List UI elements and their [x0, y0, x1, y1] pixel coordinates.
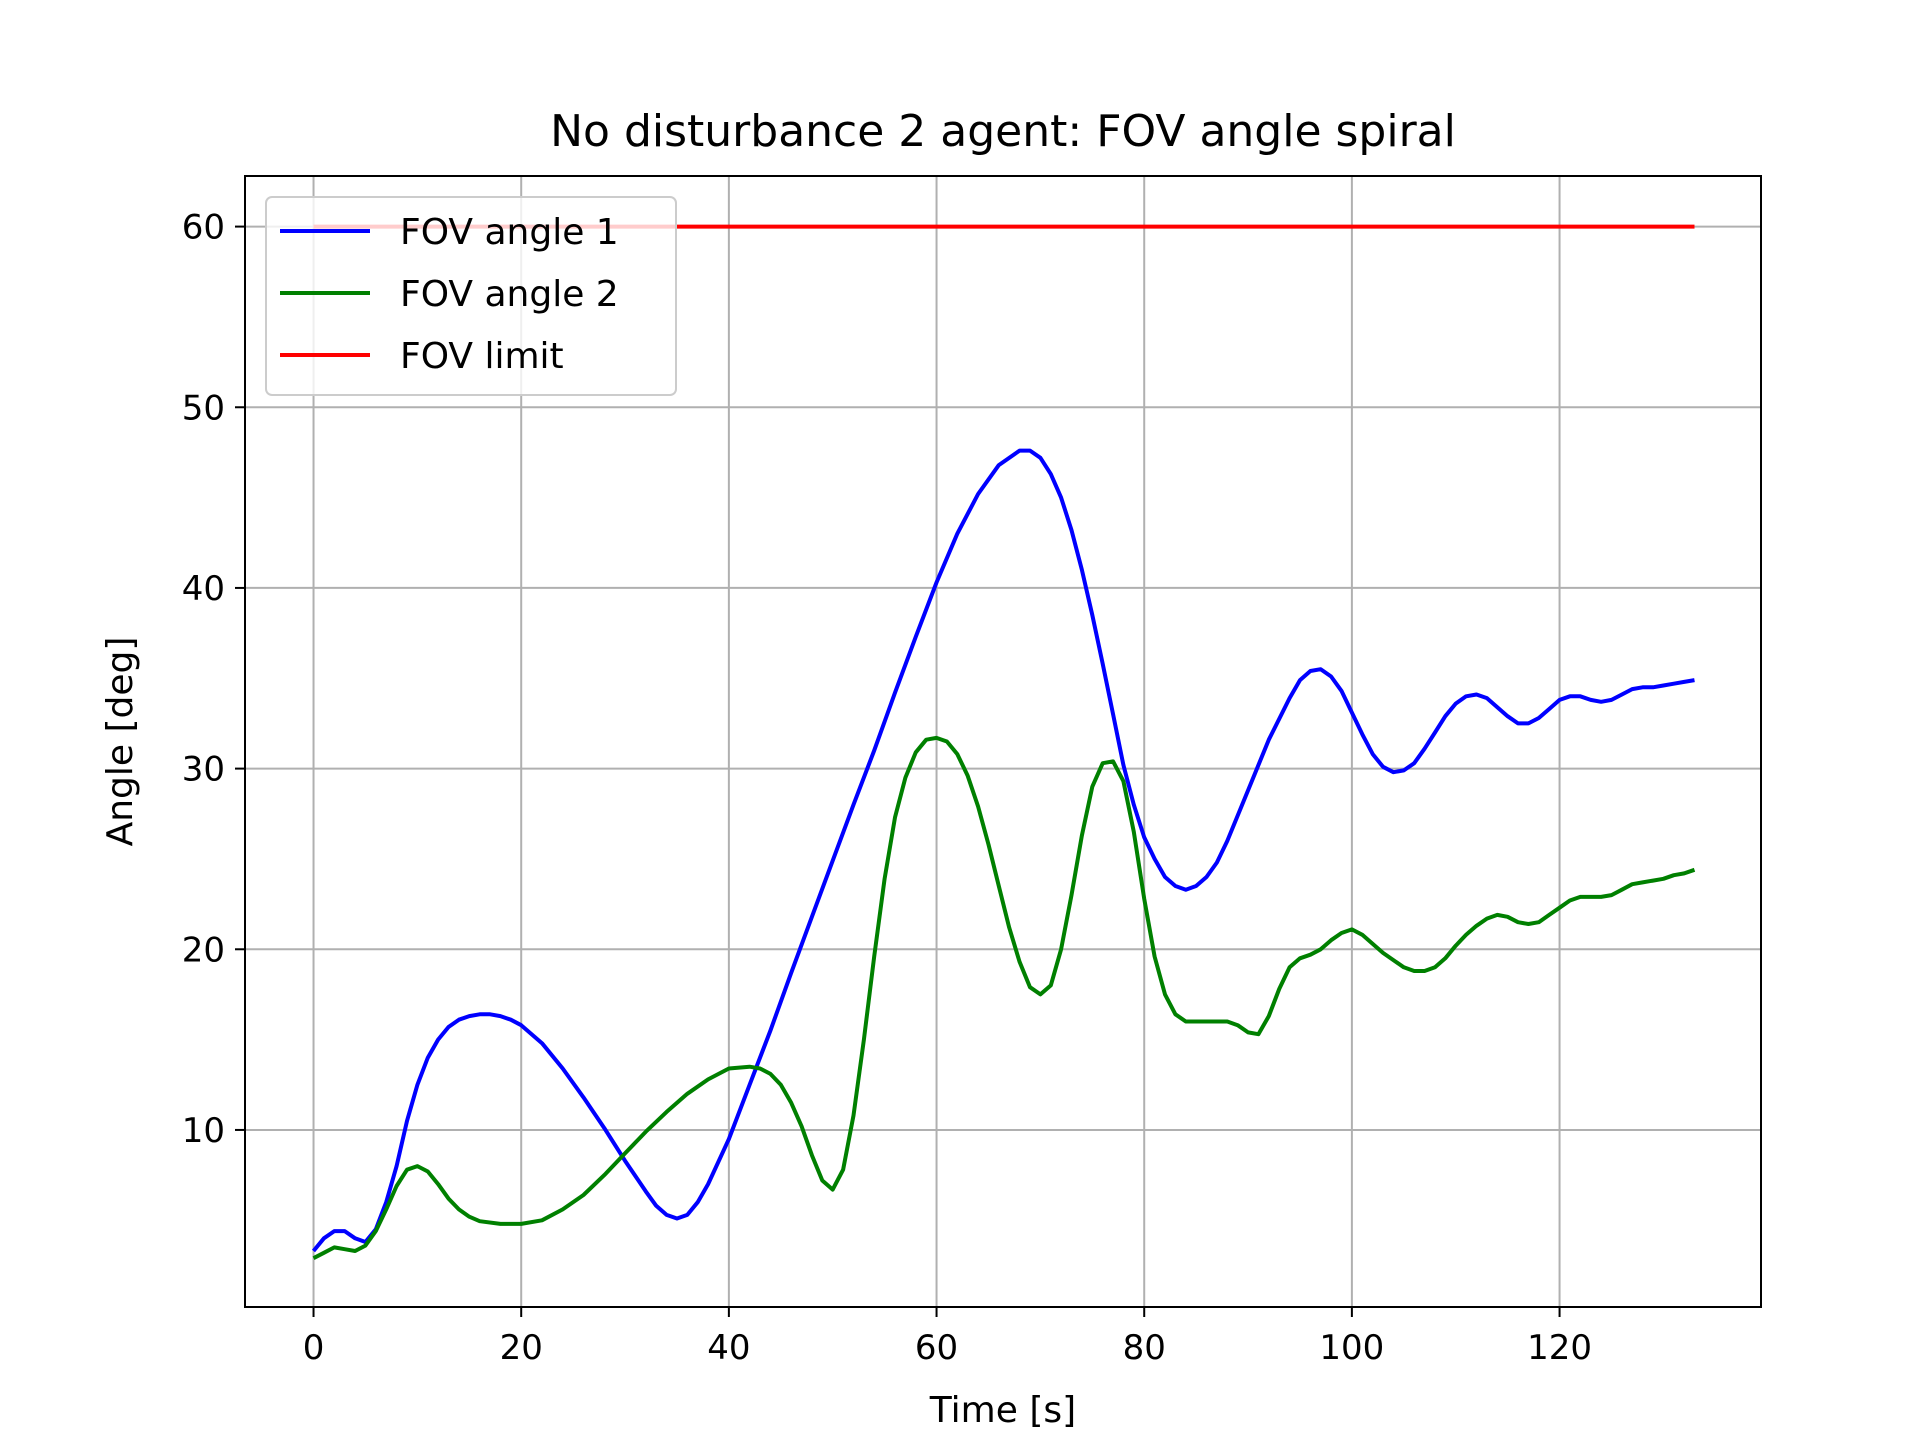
legend: FOV angle 1 FOV angle 2 FOV limit — [265, 196, 677, 396]
x-axis-label: Time [s] — [929, 1390, 1076, 1431]
axis-ticks: 0 20 40 60 80 100 120 10 20 30 40 50 60 — [182, 208, 1592, 1368]
chart-title: No disturbance 2 agent: FOV angle spiral — [550, 106, 1456, 157]
legend-label: FOV angle 1 — [400, 212, 619, 253]
x-tick-label: 0 — [303, 1328, 325, 1368]
x-tick-label: 100 — [1319, 1328, 1384, 1368]
x-tick-label: 120 — [1527, 1328, 1592, 1368]
legend-label: FOV angle 2 — [400, 274, 619, 315]
series-line-fov-angle-1 — [311, 448, 1695, 1253]
y-tick-label: 40 — [182, 569, 225, 609]
y-tick-label: 20 — [182, 930, 225, 970]
y-tick-label: 50 — [182, 388, 225, 428]
x-tick-label: 20 — [500, 1328, 543, 1368]
legend-box — [265, 196, 677, 396]
y-axis-label: Angle [deg] — [100, 637, 141, 847]
x-tick-label: 80 — [1123, 1328, 1166, 1368]
grid — [245, 176, 1761, 1307]
series-line-fov-angle-2 — [312, 735, 1696, 1260]
y-tick-label: 60 — [182, 208, 225, 248]
legend-label: FOV limit — [400, 336, 564, 377]
x-tick-label: 60 — [915, 1328, 958, 1368]
x-tick-label: 40 — [707, 1328, 750, 1368]
y-tick-label: 10 — [182, 1111, 225, 1151]
plot-frame — [244, 175, 1762, 1308]
y-tick-label: 30 — [182, 750, 225, 790]
